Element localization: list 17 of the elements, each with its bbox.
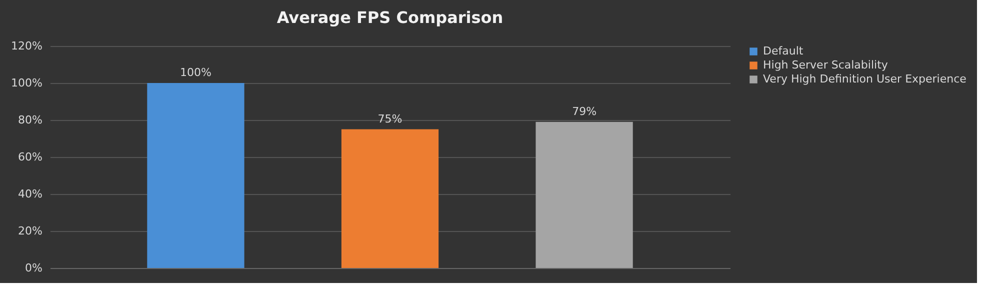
data-label: 100% xyxy=(180,66,212,79)
y-tick-label: 100% xyxy=(11,76,42,90)
y-tick-label: 40% xyxy=(18,188,42,200)
bar xyxy=(341,129,439,268)
y-tick-label: 80% xyxy=(18,114,42,126)
legend-label: Default xyxy=(763,44,804,58)
y-tick-label: 20% xyxy=(18,224,42,238)
bar xyxy=(147,83,244,268)
legend-label: Very High Definition User Experience xyxy=(763,72,967,86)
data-label: 79% xyxy=(572,104,597,118)
legend-label: High Server Scalability xyxy=(763,58,888,72)
chart-title: Average FPS Comparison xyxy=(276,8,504,27)
data-label: 75% xyxy=(378,112,402,126)
y-tick-label: 0% xyxy=(25,262,42,274)
y-tick-label: 120% xyxy=(11,40,42,52)
bar xyxy=(536,122,633,268)
y-tick-label: 60% xyxy=(18,150,42,164)
